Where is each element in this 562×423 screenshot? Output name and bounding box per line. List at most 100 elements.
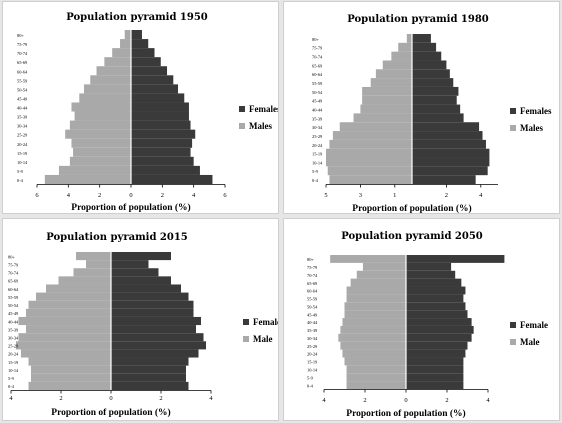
female-bar-80+ [131,30,142,40]
male-bar-75-79 [86,260,111,269]
male-bar-60-64 [96,66,131,76]
age-group-label: 10-14 [307,368,318,373]
female-bar-20-24 [131,138,193,148]
male-bar-60-64 [46,284,111,293]
age-group-label: 70-74 [8,271,19,276]
male-bar-5-9 [327,166,412,176]
male-bar-80+ [76,252,111,261]
male-bar-0-4 [329,175,412,184]
male-bar-45-49 [362,95,412,105]
x-axis-label: Proportion of population (%) [352,203,471,213]
legend-label-females: Females [249,104,278,114]
male-bar-40-44 [360,104,412,114]
age-group-label: 60-64 [312,72,323,77]
male-bar-50-54 [344,302,406,311]
female-bar-15-19 [111,357,189,366]
age-group-label: 20-24 [307,352,318,357]
male-bar-35-39 [26,325,111,334]
x-tick-label: 2 [363,397,366,404]
female-bar-25-29 [406,341,468,350]
age-group-label: 35-39 [17,115,28,120]
male-bar-20-24 [329,139,412,149]
age-group-label: 65-69 [17,60,28,65]
female-bar-20-24 [111,349,199,358]
age-group-label: 70-74 [307,273,318,278]
age-group-label: 55-59 [307,297,318,302]
male-bar-60-64 [346,286,406,295]
age-group-label: 10-14 [312,160,323,165]
female-bar-55-59 [412,78,454,87]
male-bar-70-74 [73,268,111,277]
female-bar-45-49 [406,310,468,319]
male-bar-35-39 [353,113,412,123]
legend-label-females: Female [253,317,278,327]
male-bar-15-19 [326,148,412,158]
age-group-label: 15-19 [307,360,318,365]
female-bar-20-24 [412,139,486,149]
male-bar-55-59 [346,294,406,303]
male-bar-20-24 [21,349,111,358]
male-bar-40-44 [71,102,131,112]
x-tick-label: 4 [9,395,13,402]
age-group-label: 35-39 [307,328,318,333]
age-group-label: 15-19 [312,152,323,157]
female-bar-45-49 [111,308,194,317]
male-bar-35-39 [74,111,131,121]
female-bar-0-4 [406,381,464,389]
male-bar-15-19 [73,147,131,157]
female-bar-55-59 [131,75,174,85]
male-bar-55-59 [90,75,131,85]
age-group-label: 25-29 [307,344,318,349]
male-bar-80+ [124,30,131,40]
male-bar-55-59 [370,78,412,87]
x-tick-label: 4 [486,397,490,404]
age-group-label: 55-59 [312,81,323,86]
legend-label-males: Male [253,334,273,344]
age-group-label: 15-19 [8,360,19,365]
age-group-label: 0-4 [307,383,314,388]
age-group-label: 25-29 [17,133,28,138]
legend-label-females: Female [520,320,548,330]
male-bar-10-14 [326,157,412,167]
female-bar-30-34 [406,333,472,342]
age-group-label: 5-9 [8,376,15,381]
male-bar-30-34 [338,333,406,342]
female-bar-80+ [412,34,431,43]
chart-panel-2015: Population pyramid 2015 0-4 5-9 10-14 15-19 2… [2,218,279,421]
male-bar-75-79 [362,262,406,271]
age-group-label: 30-34 [17,124,28,129]
female-bar-0-4 [111,381,189,390]
female-bar-25-29 [412,131,483,140]
male-bar-20-24 [342,349,406,358]
age-group-label: 10-14 [17,160,28,165]
male-bar-35-39 [340,325,406,334]
x-tick-label: 4 [67,192,71,199]
female-bar-20-24 [406,349,466,358]
x-axis-label: Proportion of population (%) [51,407,170,418]
pyramid-chart-svg: Population pyramid 1950 0-4 5-9 10-14 15-19 2… [17,12,278,213]
x-tick-label: 4 [322,397,326,404]
male-bar-15-19 [28,357,111,366]
legend-swatch-males [243,336,249,342]
age-group-label: 60-64 [8,287,19,292]
male-bar-5-9 [346,373,406,382]
age-group-label: 40-44 [307,320,318,325]
x-tick-label: 0 [129,192,132,199]
male-bar-80+ [330,255,406,263]
female-bar-5-9 [131,165,200,175]
female-bar-75-79 [131,39,149,49]
female-bar-5-9 [406,373,464,382]
female-bar-45-49 [412,95,457,105]
male-bar-50-54 [362,86,412,96]
pyramid-chart-svg: Population pyramid 2015 0-4 5-9 10-14 15-19 2… [8,232,278,418]
x-tick-label: 0 [109,395,112,402]
male-bar-10-14 [31,365,111,374]
female-bar-10-14 [111,365,186,374]
male-bar-25-29 [65,129,131,139]
age-group-label: 10-14 [8,368,19,373]
male-bar-0-4 [346,381,406,389]
x-axis-label: Proportion of population (%) [346,408,465,419]
male-bar-25-29 [332,131,412,140]
age-group-label: 70-74 [17,51,28,56]
x-tick-label: 1 [393,192,396,199]
